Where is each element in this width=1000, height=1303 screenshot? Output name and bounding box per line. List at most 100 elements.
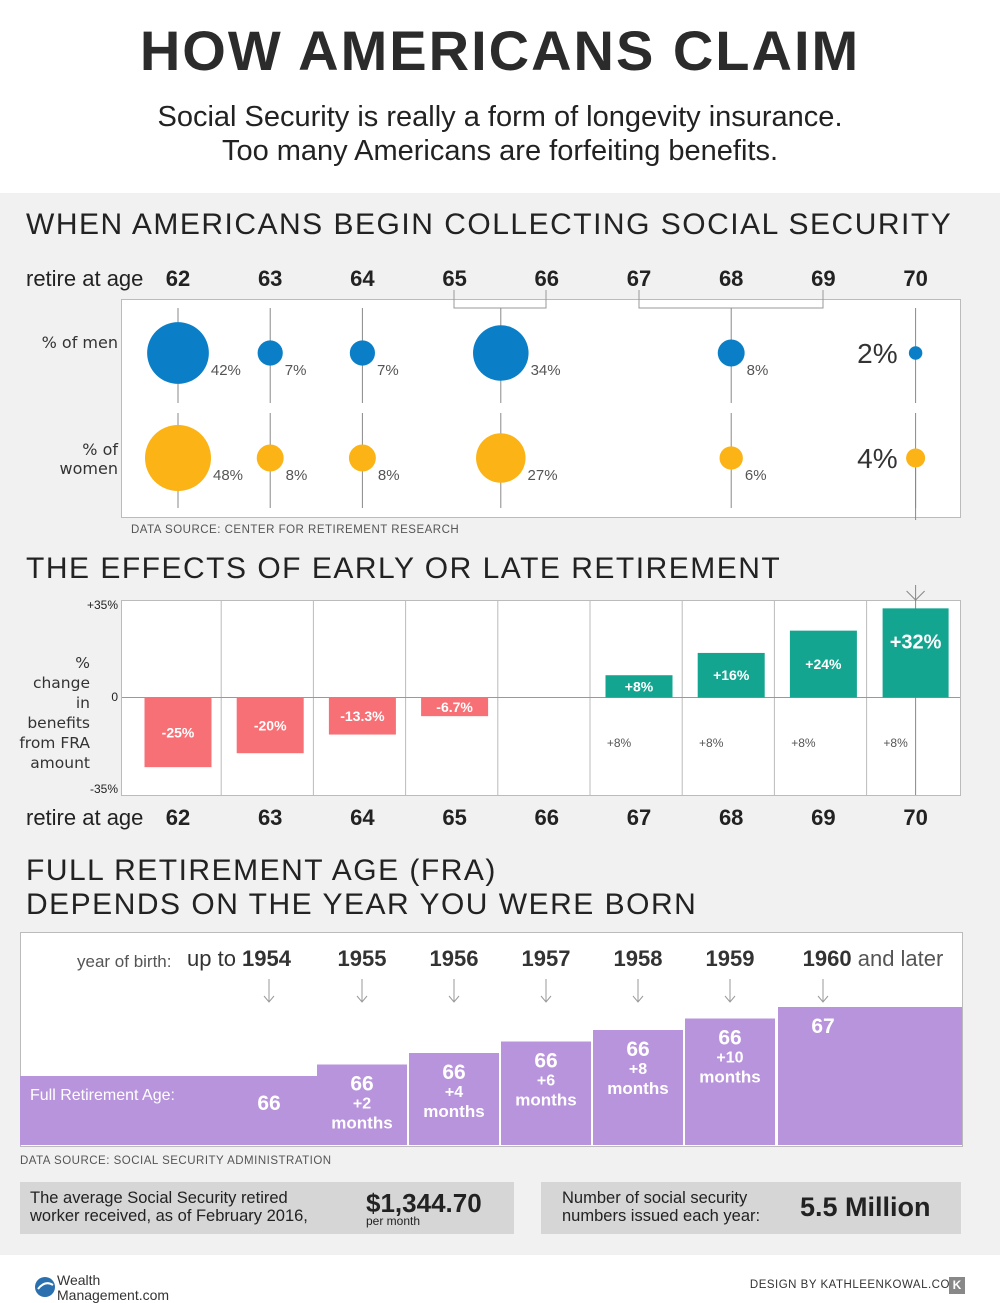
ssn-count-box: Number of social security numbers issued… (541, 1182, 961, 1234)
men-bubble-63 (257, 340, 283, 366)
section3-title-line-1: FULL RETIREMENT AGE (FRA) (26, 854, 497, 887)
average-benefit-box: The average Social Security retired work… (20, 1182, 514, 1234)
birth-year-label: 1957 (522, 946, 571, 971)
bar-age-70 (882, 608, 949, 698)
fra-row-label: Full Retirement Age: (30, 1087, 175, 1104)
fra-step-1957 (501, 1041, 591, 1145)
bar-value-label: +24% (805, 656, 842, 672)
fra-step-base (20, 1076, 317, 1145)
age-tick-label: 63 (257, 266, 283, 291)
subtitle-line-1: Social Security is really a form of long… (157, 101, 843, 133)
age-tick-label: 66 (534, 805, 560, 830)
down-arrow-head-icon (817, 995, 829, 1003)
subtitle-line-2: Too many Americans are forfeiting benefi… (221, 135, 779, 167)
birth-year-label: up to 1954 (187, 946, 292, 971)
section3-title-line-2: DEPENDS ON THE YEAR YOU WERE BORN (26, 888, 698, 921)
fra-months-unit: months (607, 1079, 668, 1098)
fra-age-label: 66 (442, 1061, 465, 1084)
section2-title: THE EFFECTS OF EARLY OR LATE RETIREMENT (26, 552, 782, 585)
down-arrow-head-icon (263, 995, 275, 1003)
ssn-count-text-line-1: Number of social security (562, 1189, 748, 1207)
fra-months-offset: +4 (445, 1084, 463, 1101)
fra-months-offset: +8 (629, 1061, 647, 1078)
fra-age-label: 66 (257, 1092, 280, 1115)
wealth-management-logo-text: Wealth Management.com (57, 1273, 169, 1303)
birth-year-label: 1959 (706, 946, 755, 971)
bubble-label: 8% (747, 362, 769, 379)
y-axis-zero-label: 0 (111, 690, 118, 704)
y-axis-top-label: +35% (86, 598, 118, 612)
bar-age-62 (144, 697, 212, 768)
section1-source: DATA SOURCE: CENTER FOR RETIREMENT RESEA… (131, 524, 460, 536)
logo-line-1: Wealth (57, 1272, 101, 1288)
bar-age-68 (697, 652, 765, 698)
fra-months-offset: +10 (716, 1050, 743, 1067)
age-tick-label: 62 (165, 805, 191, 830)
fra-step-1958 (593, 1030, 683, 1145)
fra-months-unit: months (331, 1114, 392, 1133)
age-tick-label: 68 (718, 805, 744, 830)
bubble-label: 7% (377, 362, 399, 379)
bar-age-69 (789, 630, 857, 698)
age-bracket-65-66 (453, 290, 547, 309)
bubble-label: 34% (531, 362, 561, 379)
bubble-label: 8% (286, 467, 308, 484)
fra-age-label: 66 (534, 1050, 557, 1073)
age-tick-label: 68 (718, 266, 744, 291)
increment-label: +8% (883, 736, 908, 750)
ssn-count-value: 5.5 Million (800, 1192, 931, 1222)
down-arrow-head-icon (724, 995, 736, 1003)
increment-label: +8% (607, 736, 632, 750)
average-benefit-unit: per month (366, 1214, 421, 1228)
fra-age-label: 66 (626, 1038, 649, 1061)
fra-age-label: 67 (811, 1015, 834, 1038)
fra-months-unit: months (423, 1102, 484, 1121)
men-row-label: % of men (41, 333, 118, 352)
women-bubble-64 (348, 444, 376, 472)
page-subtitle: Social Security is really a form of long… (0, 100, 1000, 168)
fra-step-1960 (778, 1007, 962, 1145)
bubble-label: 42% (211, 362, 241, 379)
age-tick-label: 69 (811, 805, 836, 830)
bubble-label: 27% (528, 467, 558, 484)
age-tick-label: 65 (442, 266, 467, 291)
birth-year-label: 1955 (338, 946, 387, 971)
age-tick-label: 69 (811, 266, 836, 291)
men-bubble-64 (349, 340, 376, 366)
age-tick-label: 64 (350, 805, 375, 830)
bar-age-67 (605, 675, 673, 698)
section2-age-prefix: retire at age (26, 805, 144, 830)
men-bubble-70 (908, 346, 923, 360)
bar-value-label: -13.3% (340, 708, 385, 724)
average-benefit-text-line-1: The average Social Security retired (30, 1189, 288, 1207)
down-arrow-head-icon (540, 995, 552, 1003)
bubble-panel (121, 299, 961, 518)
age-tick-label: 62 (165, 266, 191, 291)
men-bubble-62 (147, 322, 209, 384)
ssn-count-text-line-2: numbers issued each year: (562, 1207, 761, 1225)
section3-title: FULL RETIREMENT AGE (FRA) DEPENDS ON THE… (26, 854, 697, 922)
section1-title: WHEN AMERICANS BEGIN COLLECTING SOCIAL S… (26, 208, 953, 241)
women-bubble-70 (906, 448, 926, 468)
y-axis-title: % change in benefits from FRA amount (19, 654, 90, 772)
down-arrow-head-icon (356, 995, 368, 1003)
age-tick-label: 64 (350, 266, 375, 291)
connector-arrow-icon (906, 590, 925, 601)
fra-months-unit: months (515, 1091, 576, 1110)
birth-year-label: 1956 (430, 946, 479, 971)
bubble-label: 8% (378, 467, 400, 484)
fra-months-unit: months (699, 1068, 760, 1087)
women-bubble-68 (719, 446, 743, 470)
men-bubble-66 (473, 325, 529, 381)
bubble-label: 48% (213, 467, 243, 484)
design-credit: DESIGN BY KATHLEENKOWAL.COM (749, 1279, 960, 1291)
bubble-label: 4% (857, 443, 897, 474)
age-tick-label: 70 (903, 805, 928, 830)
women-bubble-63 (256, 444, 284, 472)
bubble-label: 6% (745, 467, 767, 484)
down-arrow-head-icon (632, 995, 644, 1003)
bubble-label: 7% (285, 362, 307, 379)
fra-months-offset: +2 (353, 1096, 371, 1113)
average-benefit-text: The average Social Security retired work… (30, 1189, 308, 1225)
fra-step-1959 (685, 1018, 775, 1145)
